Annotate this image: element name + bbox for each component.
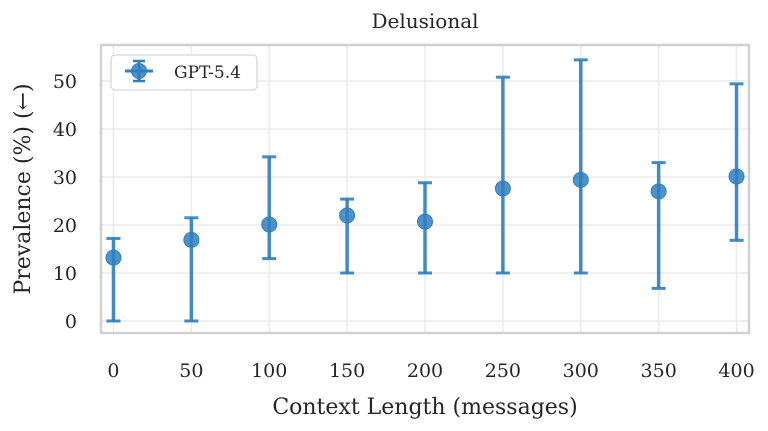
y-tick-label: 30: [53, 167, 77, 189]
data-point: [494, 180, 511, 197]
y-tick-label: 10: [53, 263, 77, 285]
x-tick-label: 300: [563, 360, 599, 382]
data-point: [417, 213, 433, 230]
y-tick-label: 40: [53, 119, 77, 141]
data-points: [105, 168, 745, 266]
chart-title: Delusional: [371, 9, 478, 33]
x-tick-labels: 0 50 100 150 200 250 300 350 400: [107, 360, 754, 382]
y-tick-labels: 0 10 20 30 40 50: [53, 71, 77, 333]
x-tick-label: 200: [407, 360, 443, 382]
data-point: [105, 249, 122, 266]
data-point: [572, 171, 589, 188]
data-point: [339, 207, 356, 224]
data-point: [261, 216, 278, 233]
x-tick-label: 50: [179, 360, 203, 382]
data-point: [183, 231, 200, 248]
legend: GPT-5.4: [110, 54, 258, 91]
y-tick-label: 50: [53, 71, 77, 93]
data-point: [650, 183, 667, 200]
x-tick-label: 0: [107, 360, 119, 382]
plot-frame: [99, 43, 751, 335]
y-tick-label: 0: [65, 311, 77, 333]
y-tick-label: 20: [53, 215, 77, 237]
x-tick-label: 150: [329, 360, 365, 382]
data-point: [728, 168, 745, 185]
y-axis-label: Prevalence (%) (←): [11, 83, 36, 294]
legend-point: [131, 63, 147, 79]
legend-label: GPT-5.4: [174, 63, 241, 83]
x-axis-label: Context Length (messages): [272, 395, 577, 420]
legend-marker: [125, 59, 153, 83]
x-tick-label: 350: [641, 360, 677, 382]
legend-box: [110, 54, 258, 91]
x-tick-label: 100: [251, 360, 287, 382]
x-tick-label: 400: [718, 360, 754, 382]
x-tick-label: 250: [485, 360, 521, 382]
